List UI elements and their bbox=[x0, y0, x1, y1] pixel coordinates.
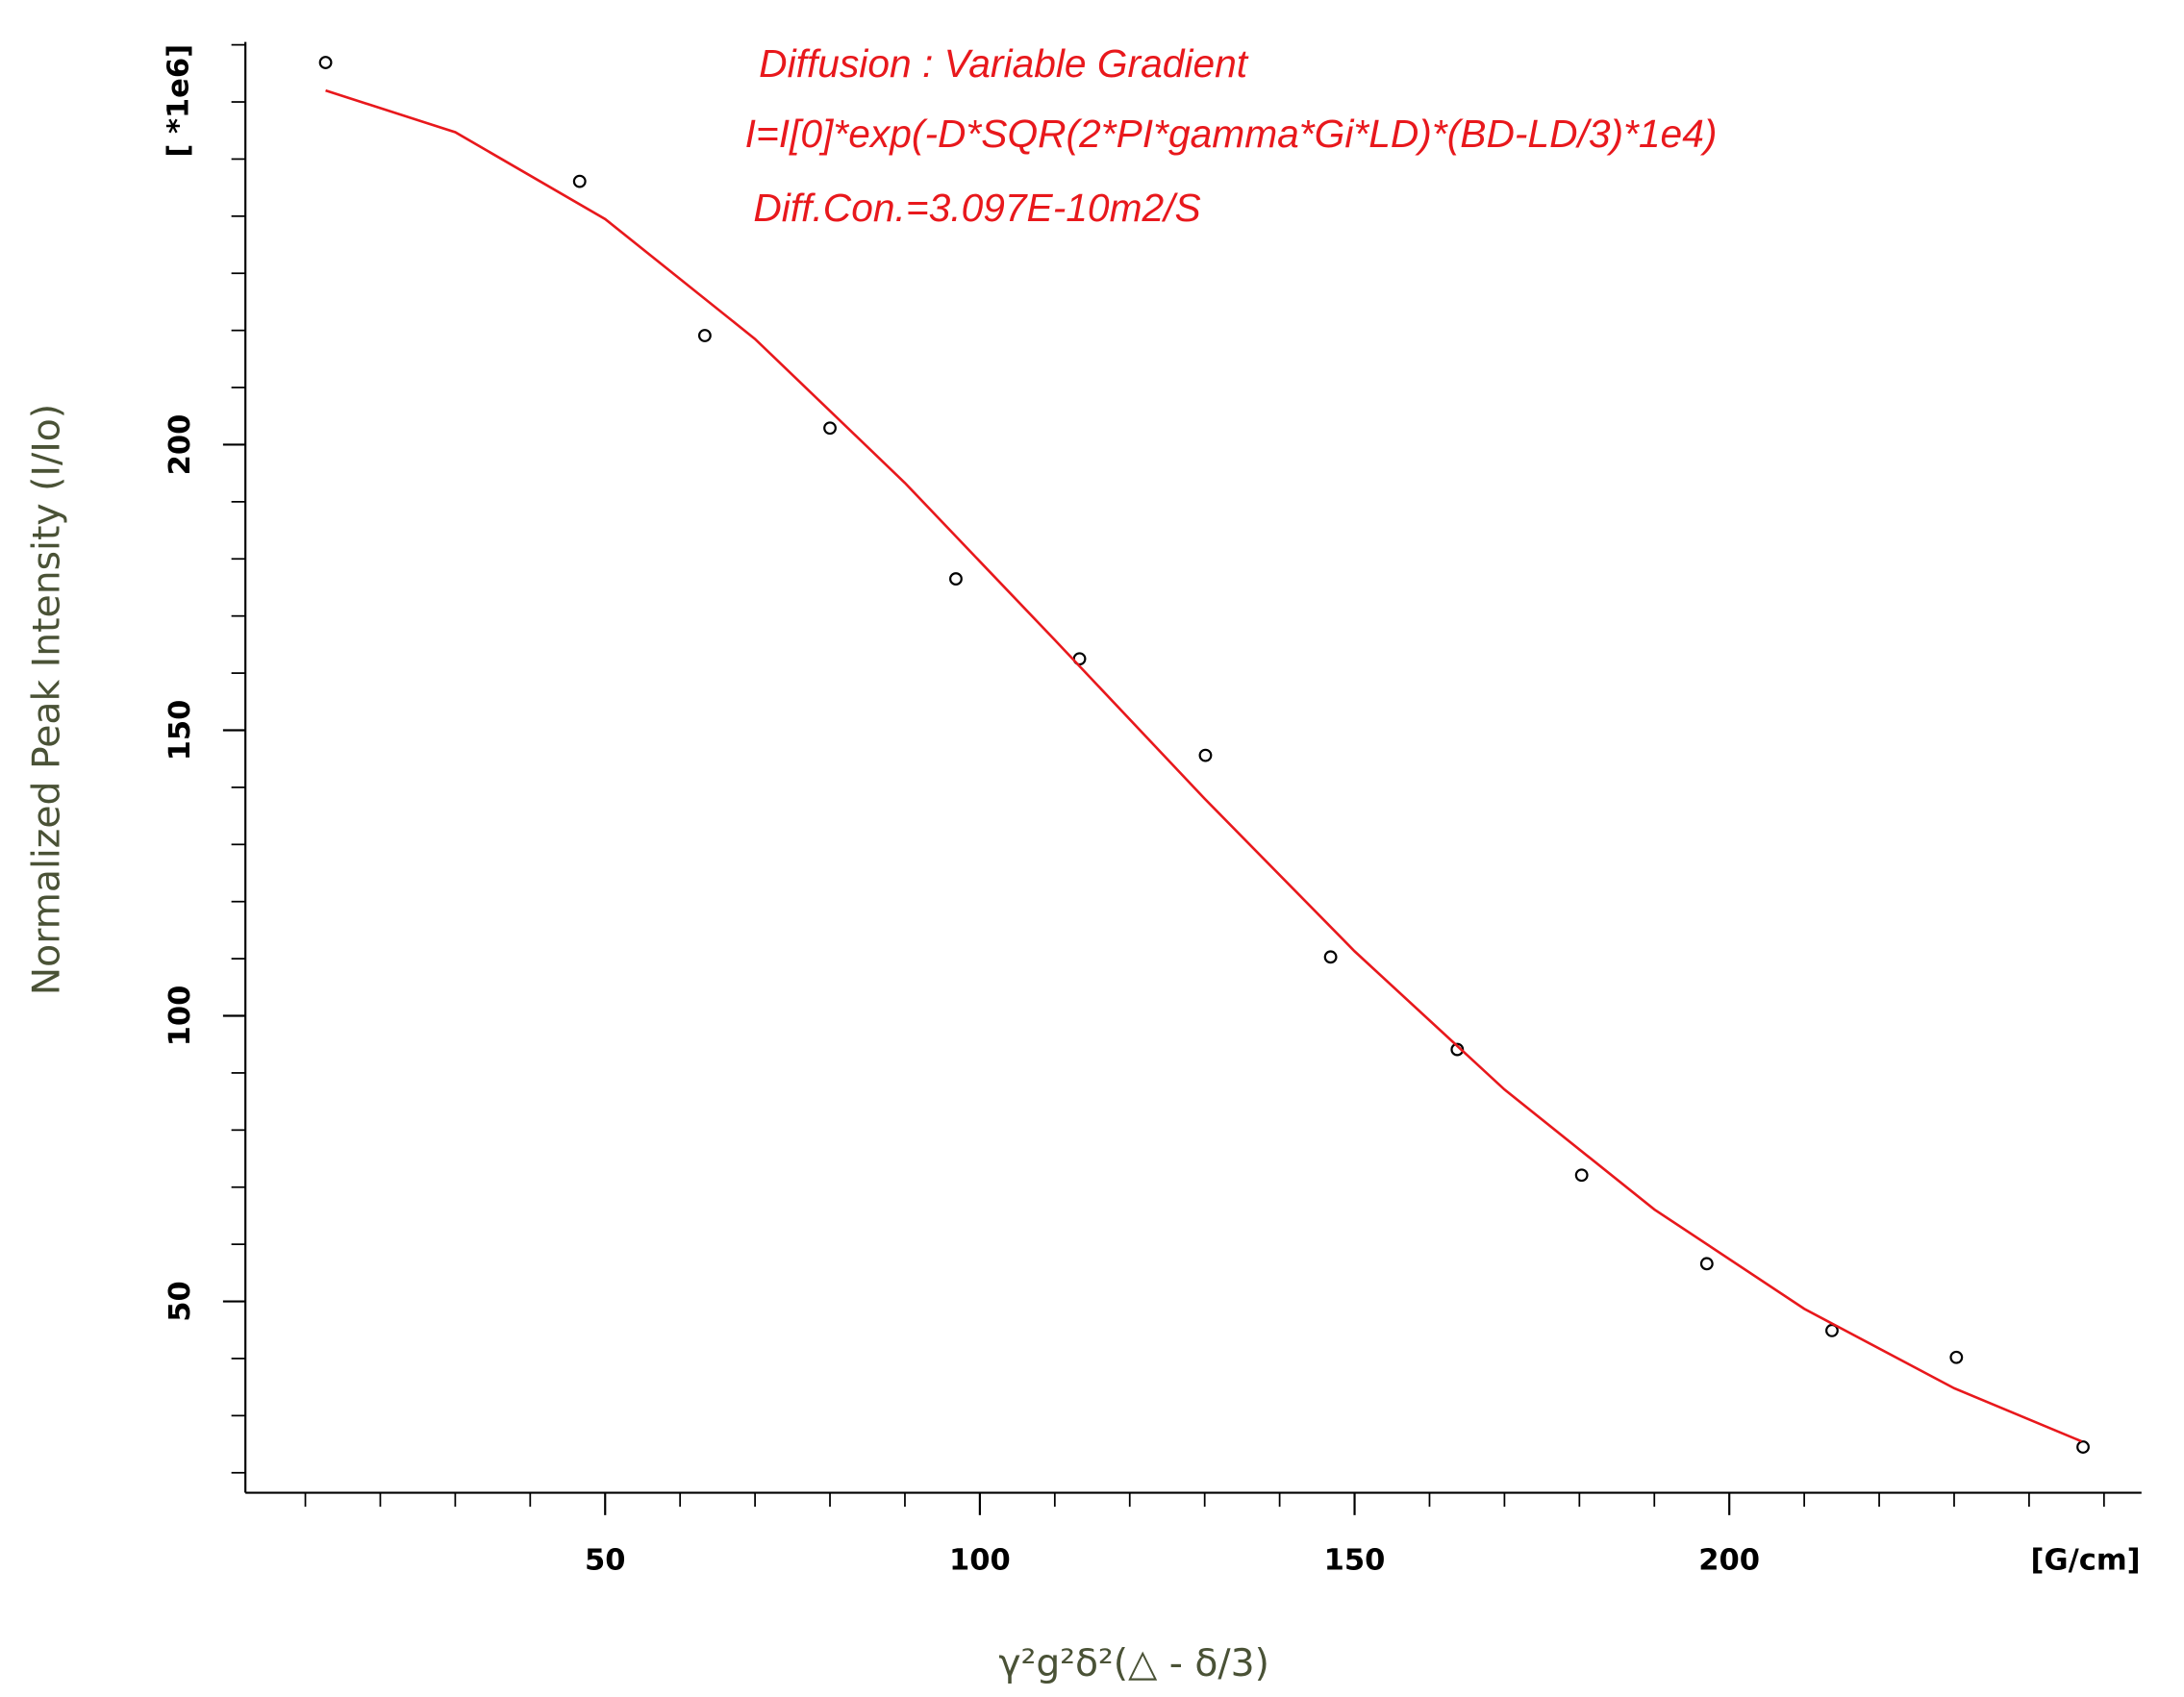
data-point bbox=[1949, 1350, 1964, 1364]
data-point bbox=[2076, 1440, 2090, 1454]
y-tick-label: 200 bbox=[163, 414, 197, 476]
y-tick-label: 100 bbox=[163, 986, 197, 1047]
x-axis-label: γ²g²δ²(△ - δ/3) bbox=[998, 1642, 1269, 1685]
x-tick-label: 150 bbox=[1324, 1544, 1386, 1578]
data-point bbox=[823, 421, 837, 436]
data-point bbox=[1574, 1168, 1589, 1183]
x-tick-label: 200 bbox=[1698, 1544, 1760, 1578]
y-unit: [ *1e6] bbox=[163, 44, 196, 158]
data-point bbox=[318, 56, 333, 69]
y-axis-label: Normalized Peak Intensity (I/Io) bbox=[26, 404, 69, 995]
x-tick-label: 100 bbox=[949, 1544, 1011, 1578]
y-tick-label: 50 bbox=[163, 1281, 197, 1322]
data-point bbox=[1699, 1257, 1714, 1271]
annotation: I=I[0]*exp(-D*SQR(2*PI*gamma*Gi*LD)*(BD-… bbox=[745, 112, 1718, 156]
data-point bbox=[1198, 748, 1213, 762]
data-point bbox=[1323, 950, 1338, 964]
annotation: Diffusion : Variable Gradient bbox=[759, 41, 1249, 86]
x-tick-label: 50 bbox=[585, 1544, 626, 1578]
data-point bbox=[572, 174, 587, 188]
x-unit: [G/cm] bbox=[2031, 1544, 2141, 1578]
annotation: Diff.Con.=3.097E-10m2/S bbox=[753, 186, 1200, 230]
y-tick-label: 150 bbox=[163, 700, 197, 761]
data-point bbox=[697, 329, 712, 342]
fit-line bbox=[325, 88, 2082, 1443]
data-point bbox=[949, 572, 963, 586]
